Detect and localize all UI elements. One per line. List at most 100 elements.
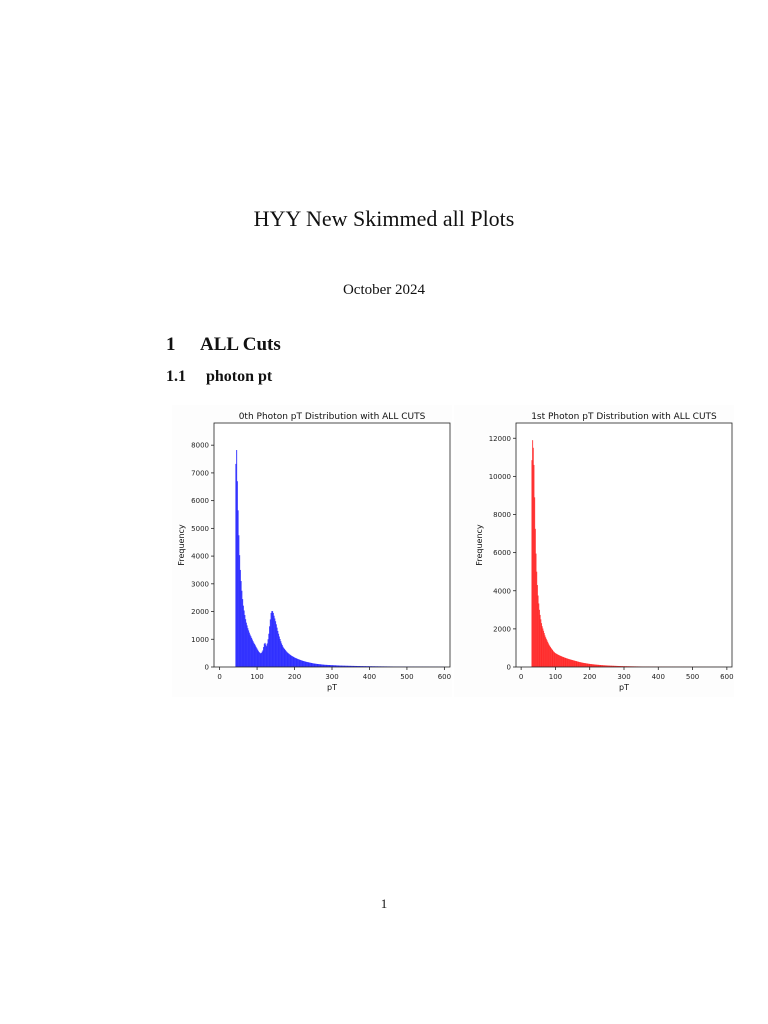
histogram-bar bbox=[254, 645, 256, 667]
histogram-bar bbox=[303, 661, 305, 667]
histogram-bar bbox=[288, 653, 290, 667]
histogram-bar bbox=[622, 666, 624, 667]
histogram-bar bbox=[536, 585, 538, 667]
histogram-bar bbox=[333, 665, 335, 667]
histogram-bar bbox=[275, 624, 277, 667]
histogram-bar bbox=[603, 665, 605, 667]
histogram-bar bbox=[597, 664, 599, 667]
histogram-bar bbox=[343, 665, 346, 667]
histogram-bar bbox=[337, 665, 340, 667]
histogram-bar bbox=[266, 646, 268, 667]
histogram-bar bbox=[365, 666, 367, 667]
y-tick-label: 3000 bbox=[191, 580, 209, 588]
histogram-bar bbox=[558, 654, 560, 667]
histogram-bar bbox=[334, 665, 336, 667]
histogram-bar bbox=[355, 665, 358, 667]
histogram-bar bbox=[314, 663, 316, 667]
histogram-bar bbox=[263, 643, 265, 667]
histogram-bar bbox=[531, 460, 533, 667]
histogram-bar bbox=[548, 644, 550, 667]
histogram-bar bbox=[539, 614, 541, 667]
histogram-bar bbox=[246, 625, 248, 667]
y-tick-label: 2000 bbox=[493, 625, 511, 633]
histogram-bar bbox=[618, 666, 620, 667]
histogram-bar bbox=[615, 665, 617, 667]
histogram-bar bbox=[565, 657, 567, 667]
histogram-bar bbox=[247, 628, 249, 667]
x-tick-label: 100 bbox=[549, 673, 562, 681]
histogram-bar bbox=[617, 665, 619, 667]
histogram-bar bbox=[554, 652, 556, 667]
histogram-bar bbox=[301, 660, 303, 667]
histogram-bar bbox=[314, 663, 316, 667]
x-tick-label: 0 bbox=[519, 673, 523, 681]
histogram-bar bbox=[268, 633, 270, 667]
histogram-bar bbox=[361, 666, 364, 667]
histogram-bar bbox=[586, 663, 588, 667]
histogram-bar bbox=[580, 662, 582, 667]
histogram-bar bbox=[262, 650, 264, 667]
histogram-bar bbox=[570, 659, 572, 667]
histogram-bar bbox=[347, 665, 349, 667]
histogram-bar bbox=[265, 644, 267, 667]
histogram-bar bbox=[565, 658, 567, 667]
histogram-bar bbox=[260, 653, 262, 667]
histogram-bar bbox=[243, 610, 245, 667]
histogram-bar bbox=[299, 659, 301, 667]
histogram-bar bbox=[251, 639, 253, 667]
histogram-bar bbox=[269, 619, 271, 667]
histogram-bar bbox=[604, 665, 606, 667]
histogram-bar bbox=[332, 665, 334, 667]
histogram-bar bbox=[569, 659, 571, 667]
histogram-bar bbox=[560, 656, 562, 667]
histogram-bar bbox=[330, 665, 332, 667]
histogram-bar bbox=[293, 657, 295, 667]
histogram-bar bbox=[242, 599, 244, 667]
histogram-bar bbox=[592, 664, 594, 667]
x-tick-label: 400 bbox=[652, 673, 665, 681]
histogram-bar bbox=[336, 665, 338, 667]
histogram-bar bbox=[318, 664, 320, 667]
section-title: ALL Cuts bbox=[200, 334, 281, 355]
histogram-bar bbox=[591, 664, 593, 667]
document-title: HYY New Skimmed all Plots bbox=[253, 206, 515, 231]
histogram-bar bbox=[561, 656, 563, 667]
histogram-bar bbox=[310, 662, 312, 667]
histogram-bar bbox=[613, 665, 615, 667]
histogram-bar bbox=[545, 637, 547, 667]
y-tick-label: 6000 bbox=[493, 549, 511, 557]
histogram-bar bbox=[304, 661, 306, 667]
histogram-bar bbox=[302, 660, 304, 667]
histogram-bar bbox=[255, 646, 257, 667]
histogram-bar bbox=[284, 649, 286, 667]
histogram-bar bbox=[606, 665, 608, 667]
subsection-heading: 1.1 photon pt bbox=[166, 368, 272, 386]
histogram-bar bbox=[555, 653, 557, 667]
histogram-bar bbox=[282, 646, 284, 667]
histogram-bar bbox=[591, 664, 593, 667]
histogram-bar bbox=[356, 666, 358, 667]
histogram-bar bbox=[320, 664, 322, 667]
histogram-bar bbox=[344, 665, 346, 667]
histogram-bar bbox=[335, 665, 337, 667]
histogram-bar bbox=[351, 665, 353, 667]
histogram-bar bbox=[610, 665, 612, 667]
histogram-bar bbox=[239, 555, 241, 667]
chart-panel-1: 0 100 200 300 400 500 600020004000600080001000… bbox=[454, 405, 734, 697]
histogram-bar bbox=[334, 665, 337, 667]
histogram-bar bbox=[289, 654, 291, 667]
histogram-bar bbox=[272, 611, 274, 667]
histogram-bar bbox=[614, 665, 616, 667]
histogram-bar bbox=[557, 654, 559, 667]
histogram-bar bbox=[606, 665, 608, 667]
histogram-bar bbox=[264, 642, 266, 667]
histogram-bar bbox=[349, 665, 351, 667]
y-tick-label: 7000 bbox=[191, 469, 209, 477]
histogram-bar bbox=[596, 664, 598, 667]
histogram-bar bbox=[541, 626, 543, 667]
histogram-bar bbox=[586, 663, 588, 667]
histogram-bar bbox=[578, 661, 580, 667]
histogram-bar bbox=[602, 665, 604, 667]
histogram-bar bbox=[594, 664, 596, 667]
histogram-bar bbox=[595, 664, 597, 667]
